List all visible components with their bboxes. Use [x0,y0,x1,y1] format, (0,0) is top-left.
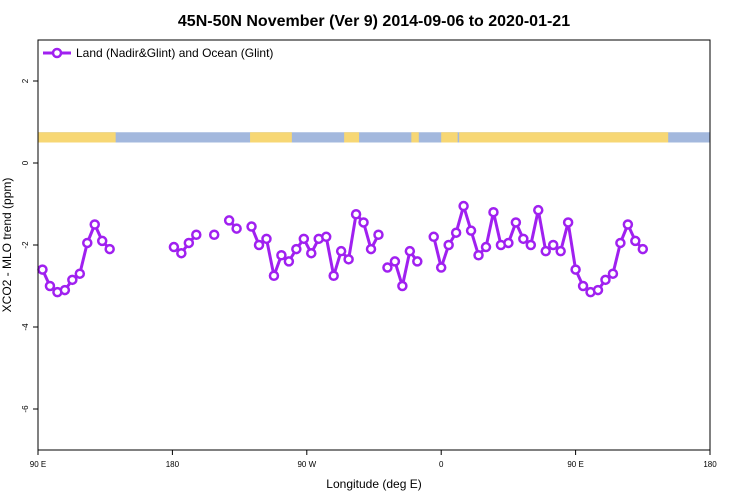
data-point [450,227,462,238]
data-point [358,217,369,228]
data-point [37,264,48,275]
data-point [268,270,280,281]
land-strip-segment [38,132,116,143]
series-line [432,204,644,294]
data-point [525,239,537,251]
data-point [473,250,484,261]
ocean-strip [38,132,710,143]
data-point [104,243,115,255]
data-point [412,256,423,267]
data-point [350,209,362,220]
data-point [176,247,187,259]
data-point [600,274,611,286]
data-point [246,221,257,232]
y-axis: 2 0 -2 -4 -6 [21,78,38,413]
x-tick-label: 90 W [297,460,316,469]
x-tick-label: 0 [439,460,444,469]
x-axis: 90 E 180 90 W 0 90 E 180 [30,450,717,469]
data-point [435,262,447,273]
y-tick-label: -2 [21,241,30,249]
plot-area [37,132,710,298]
data-point [373,229,384,240]
data-point [168,241,180,253]
data-point [630,235,641,247]
y-tick-label: -6 [21,405,30,413]
legend: Land (Nadir&Glint) and Ocean (Glint) [43,46,273,60]
data-point [555,245,566,257]
data-point [283,256,295,267]
data-point [503,237,514,249]
x-tick-label: 90 E [30,460,46,469]
data-point [382,262,393,273]
x-tick-label: 180 [166,460,180,469]
data-point [510,217,522,228]
data-point [96,235,108,247]
y-tick-label: 0 [21,160,30,165]
chart-title: 45N-50N November (Ver 9) 2014-09-06 to 2… [178,13,570,30]
data-point [607,268,619,279]
land-strip-segment [344,132,360,143]
legend-label: Land (Nadir&Glint) and Ocean (Glint) [76,46,273,60]
land-strip-segment [411,132,419,143]
y-axis-label: XCO2 - MLO trend (ppm) [0,178,14,313]
data-point [343,254,354,265]
legend-marker [51,47,63,59]
data-point [320,231,332,243]
data-point [615,237,626,249]
land-strip-segment [459,132,669,143]
data-point [44,280,56,292]
data-point [465,225,477,236]
data-point [74,268,86,279]
data-point [231,223,242,234]
land-strip-segment [441,132,458,143]
data-point [458,200,469,212]
data-point [533,204,544,216]
data-point [389,256,401,267]
data-point [89,219,100,230]
data-point [328,270,339,281]
data-point [67,274,78,286]
data-point [592,284,604,296]
data-point [223,215,235,226]
data-point [488,206,499,218]
data-point [191,229,202,240]
data-point [637,243,649,255]
data-point [562,217,574,228]
data-point [183,237,195,249]
y-tick-label: 2 [21,78,30,83]
data-point [577,280,589,292]
data-point [547,239,559,251]
y-tick-label: -4 [21,323,30,331]
x-tick-label: 90 E [567,460,583,469]
data-point [261,233,272,245]
data-point [397,280,408,292]
data-point [59,284,71,296]
data-point [570,264,581,275]
data-point [276,250,287,261]
data-point [428,231,439,243]
data-point [480,241,492,253]
data-point [365,243,377,255]
data-point [404,245,416,257]
data-point [82,237,93,249]
series-group [37,200,649,298]
data-point [306,247,317,259]
data-point [335,245,347,257]
land-strip-segment [250,132,292,143]
data-point [298,233,310,245]
data-point [291,243,302,255]
data-point [540,245,551,257]
data-point [443,239,454,251]
x-tick-label: 180 [703,460,717,469]
data-point [253,239,265,251]
x-axis-label: Longitude (deg E) [326,477,421,491]
data-point [518,233,529,245]
data-point [208,229,220,240]
data-point [622,219,634,230]
